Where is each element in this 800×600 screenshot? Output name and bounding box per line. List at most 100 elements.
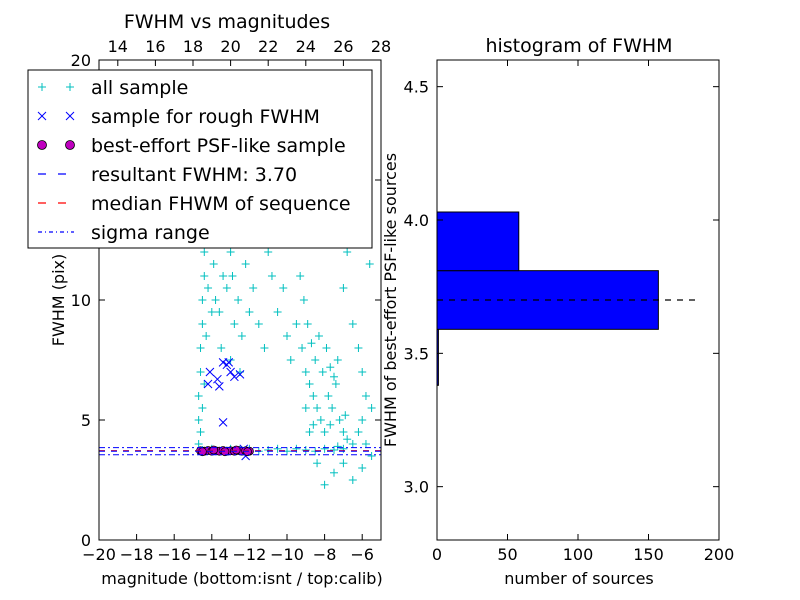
- x-tick-label: 0: [432, 545, 442, 564]
- marker-stroke: [214, 382, 224, 391]
- all-sample-point: [361, 440, 370, 448]
- top-x-tick-label: 26: [333, 37, 353, 56]
- all-sample-point: [222, 284, 231, 292]
- all-sample-point: [200, 380, 209, 388]
- legend-marker: [37, 111, 47, 121]
- all-sample-point: [358, 368, 367, 376]
- top-x-tick-label: 28: [371, 37, 391, 56]
- legend: all sample sample for rough FWHM best-effo…: [27, 69, 373, 249]
- y-tick-label: 3.5: [404, 344, 429, 363]
- all-sample-point: [328, 404, 337, 412]
- top-x-tick-label: 18: [183, 37, 203, 56]
- legend-label: resultant FWHM: 3.70: [91, 164, 297, 186]
- x-tick-label: −16: [157, 545, 191, 564]
- all-sample-point: [341, 411, 350, 420]
- rough-fwhm-point: [226, 367, 235, 377]
- legend-entry: sigma range: [38, 222, 210, 244]
- all-sample-point: [196, 368, 205, 376]
- chart-title: histogram of FWHM: [485, 35, 672, 57]
- legend-marker: [37, 140, 47, 150]
- rough-fwhm-point: [230, 372, 239, 382]
- all-sample-point: [237, 332, 246, 340]
- all-sample-point: [348, 476, 357, 484]
- all-sample-point: [367, 452, 376, 460]
- all-sample-point: [215, 308, 224, 316]
- all-sample-point: [305, 428, 314, 436]
- top-x-tick-label: 22: [258, 37, 278, 56]
- x-tick-label: −14: [195, 545, 229, 564]
- all-sample-point: [198, 296, 207, 304]
- y-tick-label: 20: [71, 51, 91, 70]
- all-sample-point: [194, 416, 203, 424]
- all-sample-point: [219, 272, 228, 280]
- legend-entry: median FHWM of sequence: [38, 193, 351, 215]
- all-sample-point: [204, 284, 213, 292]
- all-sample-point: [339, 459, 348, 468]
- x-tick-label: 200: [704, 545, 735, 564]
- rough-fwhm-point: [224, 358, 234, 367]
- legend-marker: [65, 140, 75, 150]
- all-sample-point: [330, 372, 338, 381]
- rough-fwhm-point: [205, 367, 215, 377]
- all-sample-point: [333, 356, 342, 364]
- all-sample-point: [283, 332, 291, 340]
- all-sample-point: [226, 248, 235, 256]
- y-axis-label: FWHM (pix): [49, 254, 68, 347]
- all-sample-point: [320, 428, 329, 436]
- all-sample-point: [241, 260, 250, 268]
- all-sample-point: [354, 344, 363, 352]
- y-tick-label: 10: [71, 291, 91, 310]
- all-sample-point: [298, 344, 307, 352]
- legend-label: best-effort PSF-like sample: [91, 135, 346, 157]
- all-sample-point: [320, 480, 329, 489]
- all-sample-point: [348, 440, 357, 448]
- all-sample-point: [335, 416, 344, 424]
- all-sample-point: [200, 248, 209, 256]
- y-tick-label: 5: [81, 411, 91, 430]
- all-sample-point: [339, 428, 348, 436]
- x-tick-label: −20: [82, 545, 116, 564]
- all-sample-point: [230, 320, 239, 328]
- legend-label: all sample: [91, 77, 188, 99]
- all-sample-point: [318, 368, 327, 376]
- marker-stroke: [203, 379, 213, 389]
- legend-label: sample for rough FWHM: [91, 106, 320, 128]
- all-sample-point: [286, 356, 295, 364]
- legend-marker: [65, 111, 75, 121]
- rough-fwhm-point: [235, 370, 245, 379]
- marker-stroke: [230, 372, 239, 382]
- all-sample-point: [305, 380, 314, 388]
- all-sample-point: [196, 344, 205, 352]
- all-sample-point: [273, 444, 282, 453]
- all-sample-point: [333, 442, 342, 451]
- legend-entry: sample for rough FWHM: [37, 106, 320, 128]
- rough-fwhm-point: [218, 418, 228, 427]
- top-x-tick-label: 24: [296, 37, 316, 56]
- all-sample-point: [194, 440, 203, 448]
- all-sample-point: [234, 296, 243, 304]
- all-sample-point: [343, 248, 352, 256]
- all-sample-point: [245, 308, 254, 316]
- y-tick-label: 3.0: [404, 478, 429, 497]
- all-sample-point: [309, 420, 318, 429]
- legend-entry: all sample: [38, 77, 188, 99]
- legend-box: [27, 69, 373, 249]
- x-tick-label: −8: [313, 545, 337, 564]
- all-sample-point: [324, 392, 333, 400]
- all-sample-point: [307, 339, 316, 348]
- all-sample-point: [194, 392, 203, 400]
- all-sample-point: [249, 284, 258, 292]
- top-x-tick-label: 14: [108, 37, 128, 56]
- all-sample-point: [367, 404, 376, 412]
- all-sample-point: [211, 296, 220, 304]
- all-sample-point: [196, 428, 205, 436]
- all-sample-point: [343, 435, 352, 444]
- all-sample-point: [228, 272, 237, 280]
- x-tick-label: −18: [120, 545, 154, 564]
- legend-entry: best-effort PSF-like sample: [37, 135, 346, 157]
- all-sample-point: [264, 248, 273, 256]
- all-sample-point: [273, 308, 282, 316]
- all-sample-point: [301, 404, 310, 412]
- rough-fwhm-point: [203, 379, 213, 389]
